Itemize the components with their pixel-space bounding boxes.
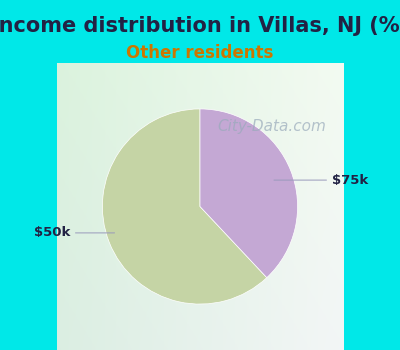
- Text: $50k: $50k: [34, 226, 114, 239]
- Text: Income distribution in Villas, NJ (%): Income distribution in Villas, NJ (%): [0, 16, 400, 36]
- Text: City-Data.com: City-Data.com: [217, 119, 326, 134]
- Text: $75k: $75k: [274, 174, 368, 187]
- Wedge shape: [102, 109, 267, 304]
- Wedge shape: [200, 109, 298, 278]
- Text: Other residents: Other residents: [126, 44, 274, 62]
